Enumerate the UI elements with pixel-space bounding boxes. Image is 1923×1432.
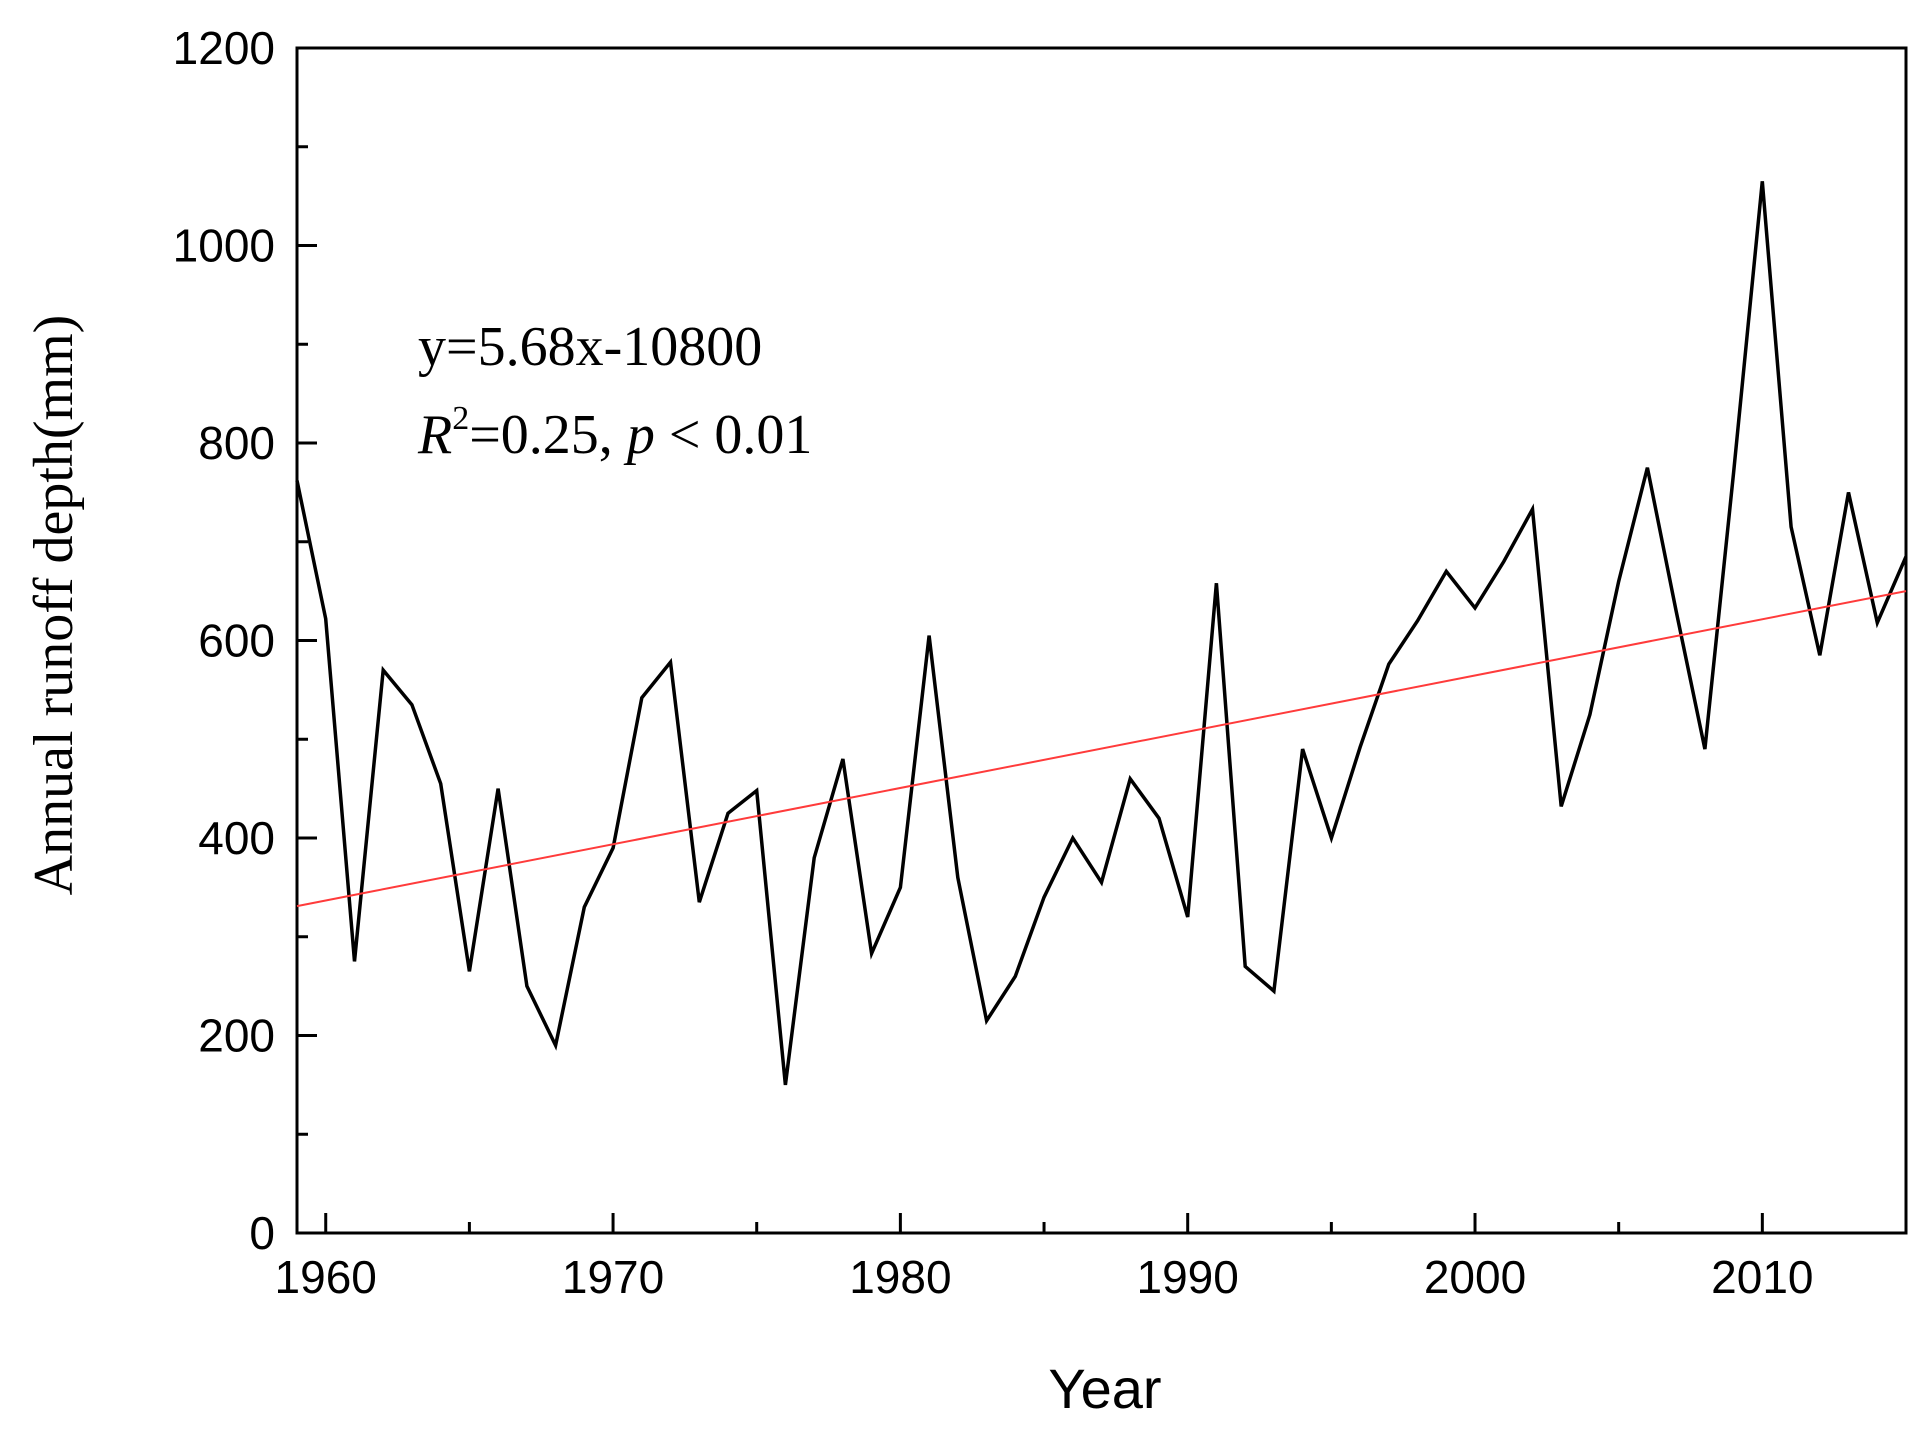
- y-axis-tick-labels: 0 200 400 600 800 1000 1200: [173, 22, 275, 1259]
- y-tick-label: 600: [198, 615, 275, 667]
- x-axis-ticks: [324, 1213, 1764, 1233]
- x-axis-title: Year: [1048, 1357, 1161, 1420]
- x-tick-label: 1980: [849, 1251, 951, 1303]
- y-tick-label: 200: [198, 1010, 275, 1062]
- runoff-series-line: [295, 181, 1908, 1086]
- trend-line: [296, 590, 1907, 908]
- x-tick-label: 2000: [1424, 1251, 1526, 1303]
- series-layer: [295, 181, 1908, 1086]
- y-axis-title: Annual runoff depth(mm): [23, 315, 85, 896]
- x-axis-tick-labels: 1960 1970 1980 1990 2000 2010: [275, 1251, 1814, 1303]
- y-tick-label: 800: [198, 417, 275, 469]
- y-tick-label: 1200: [173, 22, 275, 74]
- x-tick-label: 1970: [562, 1251, 664, 1303]
- y-axis-ticks: [297, 46, 317, 1235]
- regression-stats: R2=0.25, p < 0.01: [417, 400, 812, 466]
- x-tick-label: 1960: [275, 1251, 377, 1303]
- y-tick-label: 0: [249, 1207, 275, 1259]
- p-symbol: p: [623, 404, 655, 466]
- r-squared-exponent: 2: [452, 400, 469, 437]
- p-value: < 0.01: [655, 404, 813, 466]
- y-tick-label: 1000: [173, 220, 275, 272]
- regression-equation: y=5.68x-10800: [418, 316, 762, 378]
- r-squared-symbol: R: [417, 404, 452, 466]
- r-squared-value: =0.25,: [469, 404, 627, 466]
- y-tick-label: 400: [198, 812, 275, 864]
- x-tick-label: 1990: [1137, 1251, 1239, 1303]
- plot-frame: [295, 46, 1908, 1235]
- x-tick-label: 2010: [1711, 1251, 1813, 1303]
